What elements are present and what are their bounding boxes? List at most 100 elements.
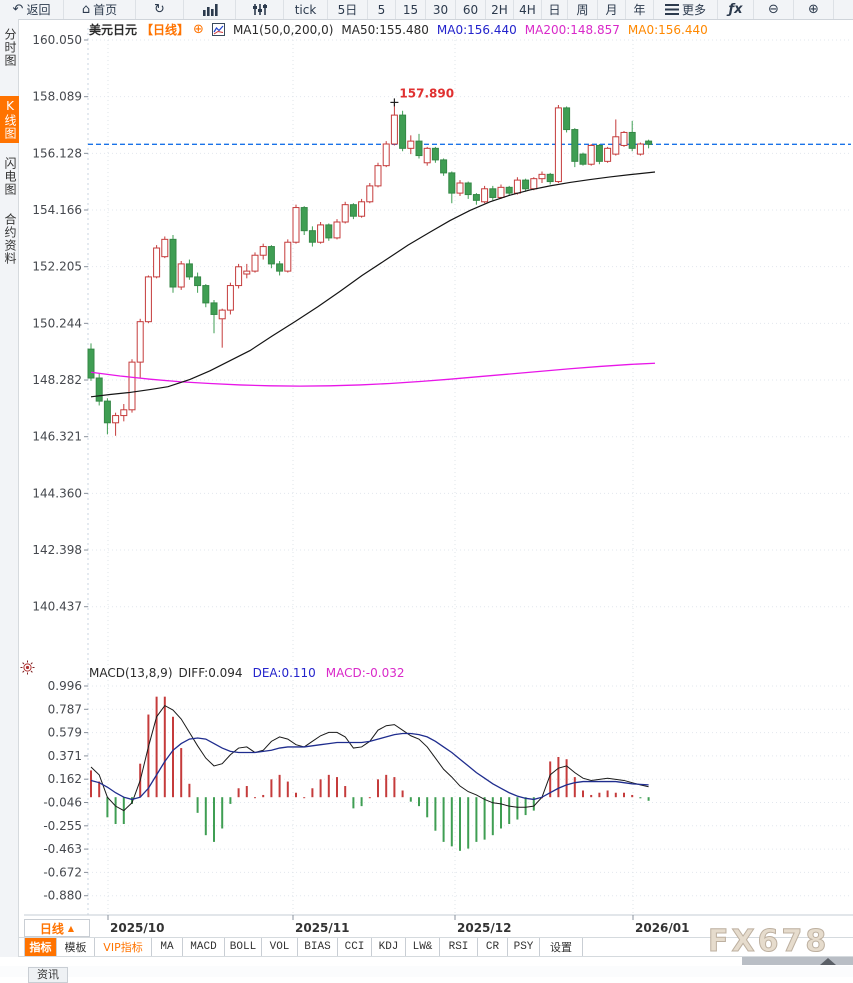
- candle: [153, 245, 161, 279]
- macd-bar: [623, 792, 625, 798]
- macd-bar: [401, 790, 404, 798]
- main-y-tick-label: 154.166: [32, 203, 82, 217]
- indicator-tab-psy[interactable]: PSY: [508, 938, 540, 956]
- toolbar-button-h2[interactable]: 2H: [486, 0, 514, 19]
- candles-layer: [87, 102, 653, 436]
- indicator-tab-settings[interactable]: 设置: [540, 938, 583, 956]
- macd-bar: [286, 781, 289, 798]
- toolbar-button-home[interactable]: ⌂ 首页: [64, 0, 136, 19]
- sidebar-tab-contract-info[interactable]: 合约资料: [3, 213, 17, 265]
- candle: [431, 146, 439, 163]
- ma200-value: MA200:148.857: [524, 22, 620, 37]
- candle: [95, 373, 103, 406]
- candle: [218, 308, 226, 348]
- toolbar-button-refresh[interactable]: ↻: [136, 0, 184, 19]
- macd-bar: [196, 797, 199, 813]
- toolbar-button-m15[interactable]: 15: [396, 0, 426, 19]
- candle: [226, 282, 234, 315]
- scrollbar-thumb[interactable]: [742, 957, 853, 965]
- peak-price-annotation: 157.890: [399, 86, 454, 100]
- toolbar-button-fx[interactable]: ƒx: [718, 0, 754, 19]
- toolbar-button-tick[interactable]: tick: [284, 0, 328, 19]
- candle: [407, 135, 415, 155]
- indicator-tab-vip-indicator[interactable]: VIP指标: [95, 938, 152, 956]
- toolbar-button-more[interactable]: 更多: [654, 0, 718, 19]
- indicator-tab-boll[interactable]: BOLL: [225, 938, 262, 956]
- home-icon: ⌂: [81, 2, 91, 17]
- macd-bar: [188, 783, 191, 798]
- toolbar-button-5d[interactable]: 5日: [328, 0, 368, 19]
- indicator-tab-rsi[interactable]: RSI: [440, 938, 478, 956]
- candle: [423, 146, 431, 166]
- candle: [399, 110, 407, 152]
- toolbar-button-label: 15: [402, 2, 419, 17]
- candle: [481, 185, 489, 204]
- indicator-tab-cci[interactable]: CCI: [338, 938, 372, 956]
- candle: [144, 275, 152, 324]
- macd-layer: [90, 696, 650, 851]
- candle: [210, 300, 218, 334]
- macd-bar: [319, 779, 322, 798]
- add-indicator-icon[interactable]: ⊕: [193, 22, 204, 37]
- indicator-tab-lw[interactable]: LW&: [406, 938, 440, 956]
- expand-panel-arrow-icon[interactable]: [820, 958, 836, 965]
- candle: [161, 236, 169, 259]
- main-y-tick-label: 142.398: [32, 543, 82, 557]
- toolbar-button-bar-chart[interactable]: [184, 0, 236, 19]
- macd-bar: [147, 714, 150, 798]
- indicator-tab-ma[interactable]: MA: [152, 938, 183, 956]
- candle: [103, 398, 111, 435]
- period-dropdown-button[interactable]: 日线 ▲: [24, 919, 90, 937]
- indicator-tab-vol[interactable]: VOL: [262, 938, 298, 956]
- indicator-tab-macd[interactable]: MACD: [183, 938, 225, 956]
- macd-bar: [336, 777, 338, 798]
- indicator-tab-bias[interactable]: BIAS: [298, 938, 338, 956]
- candle: [620, 131, 628, 147]
- candle: [472, 193, 480, 205]
- toolbar-button-m30[interactable]: 30: [426, 0, 456, 19]
- main-y-tick-label: 158.089: [32, 90, 82, 104]
- candle: [185, 259, 193, 280]
- candle: [169, 235, 177, 293]
- macd-bar: [442, 797, 445, 842]
- candle: [341, 201, 349, 224]
- ma200-line: [90, 362, 656, 387]
- toolbar-button-h4[interactable]: 4H: [514, 0, 542, 19]
- toolbar-button-zoom-in[interactable]: ⊕: [794, 0, 834, 19]
- indicator-tab-kdj[interactable]: KDJ: [372, 938, 406, 956]
- toolbar-button-year[interactable]: 年: [626, 0, 654, 19]
- candle: [128, 359, 136, 413]
- indicator-tab-indicator[interactable]: 指标: [24, 938, 57, 956]
- indicator-tab-cr[interactable]: CR: [478, 938, 508, 956]
- toolbar-button-candle-style[interactable]: [236, 0, 284, 19]
- toolbar-button-back[interactable]: ↶ 返回: [0, 0, 64, 19]
- toolbar-button-month[interactable]: 月: [598, 0, 626, 19]
- candle: [194, 272, 202, 293]
- sidebar-tab-time-chart[interactable]: 分时图: [3, 28, 17, 67]
- candle: [612, 119, 620, 156]
- candle: [513, 177, 521, 195]
- sidebar-tab-lightning-chart[interactable]: 闪电图: [3, 157, 17, 196]
- macd-y-tick-label: 0.996: [48, 679, 82, 693]
- candle: [317, 222, 325, 244]
- candle: [628, 120, 636, 152]
- macd-bar: [229, 797, 232, 804]
- toolbar-button-zoom-out[interactable]: ⊖: [754, 0, 794, 19]
- indicator-settings-icon[interactable]: [20, 660, 35, 679]
- sidebar-tab-kline-chart[interactable]: K线图: [0, 96, 19, 143]
- toolbar-button-m60[interactable]: 60: [456, 0, 486, 19]
- candle: [604, 146, 612, 163]
- toolbar-button-m5[interactable]: 5: [368, 0, 396, 19]
- macd-y-tick-label: -0.046: [43, 796, 82, 810]
- dropdown-arrow-icon: ▲: [67, 923, 75, 933]
- macd-bar: [450, 797, 453, 847]
- toolbar-button-week[interactable]: 周: [568, 0, 598, 19]
- mini-chart-icon[interactable]: [211, 23, 225, 36]
- macd-bar: [631, 794, 634, 798]
- indicator-tab-template[interactable]: 模板: [57, 938, 95, 956]
- toolbar-button-day[interactable]: 日: [542, 0, 568, 19]
- main-y-tick-label: 150.244: [32, 316, 82, 330]
- chart-header: 美元日元 【日线】 ⊕ MA1(50,0,200,0) MA50:155.480…: [89, 21, 708, 38]
- ma50-value: MA50:155.480: [341, 22, 429, 37]
